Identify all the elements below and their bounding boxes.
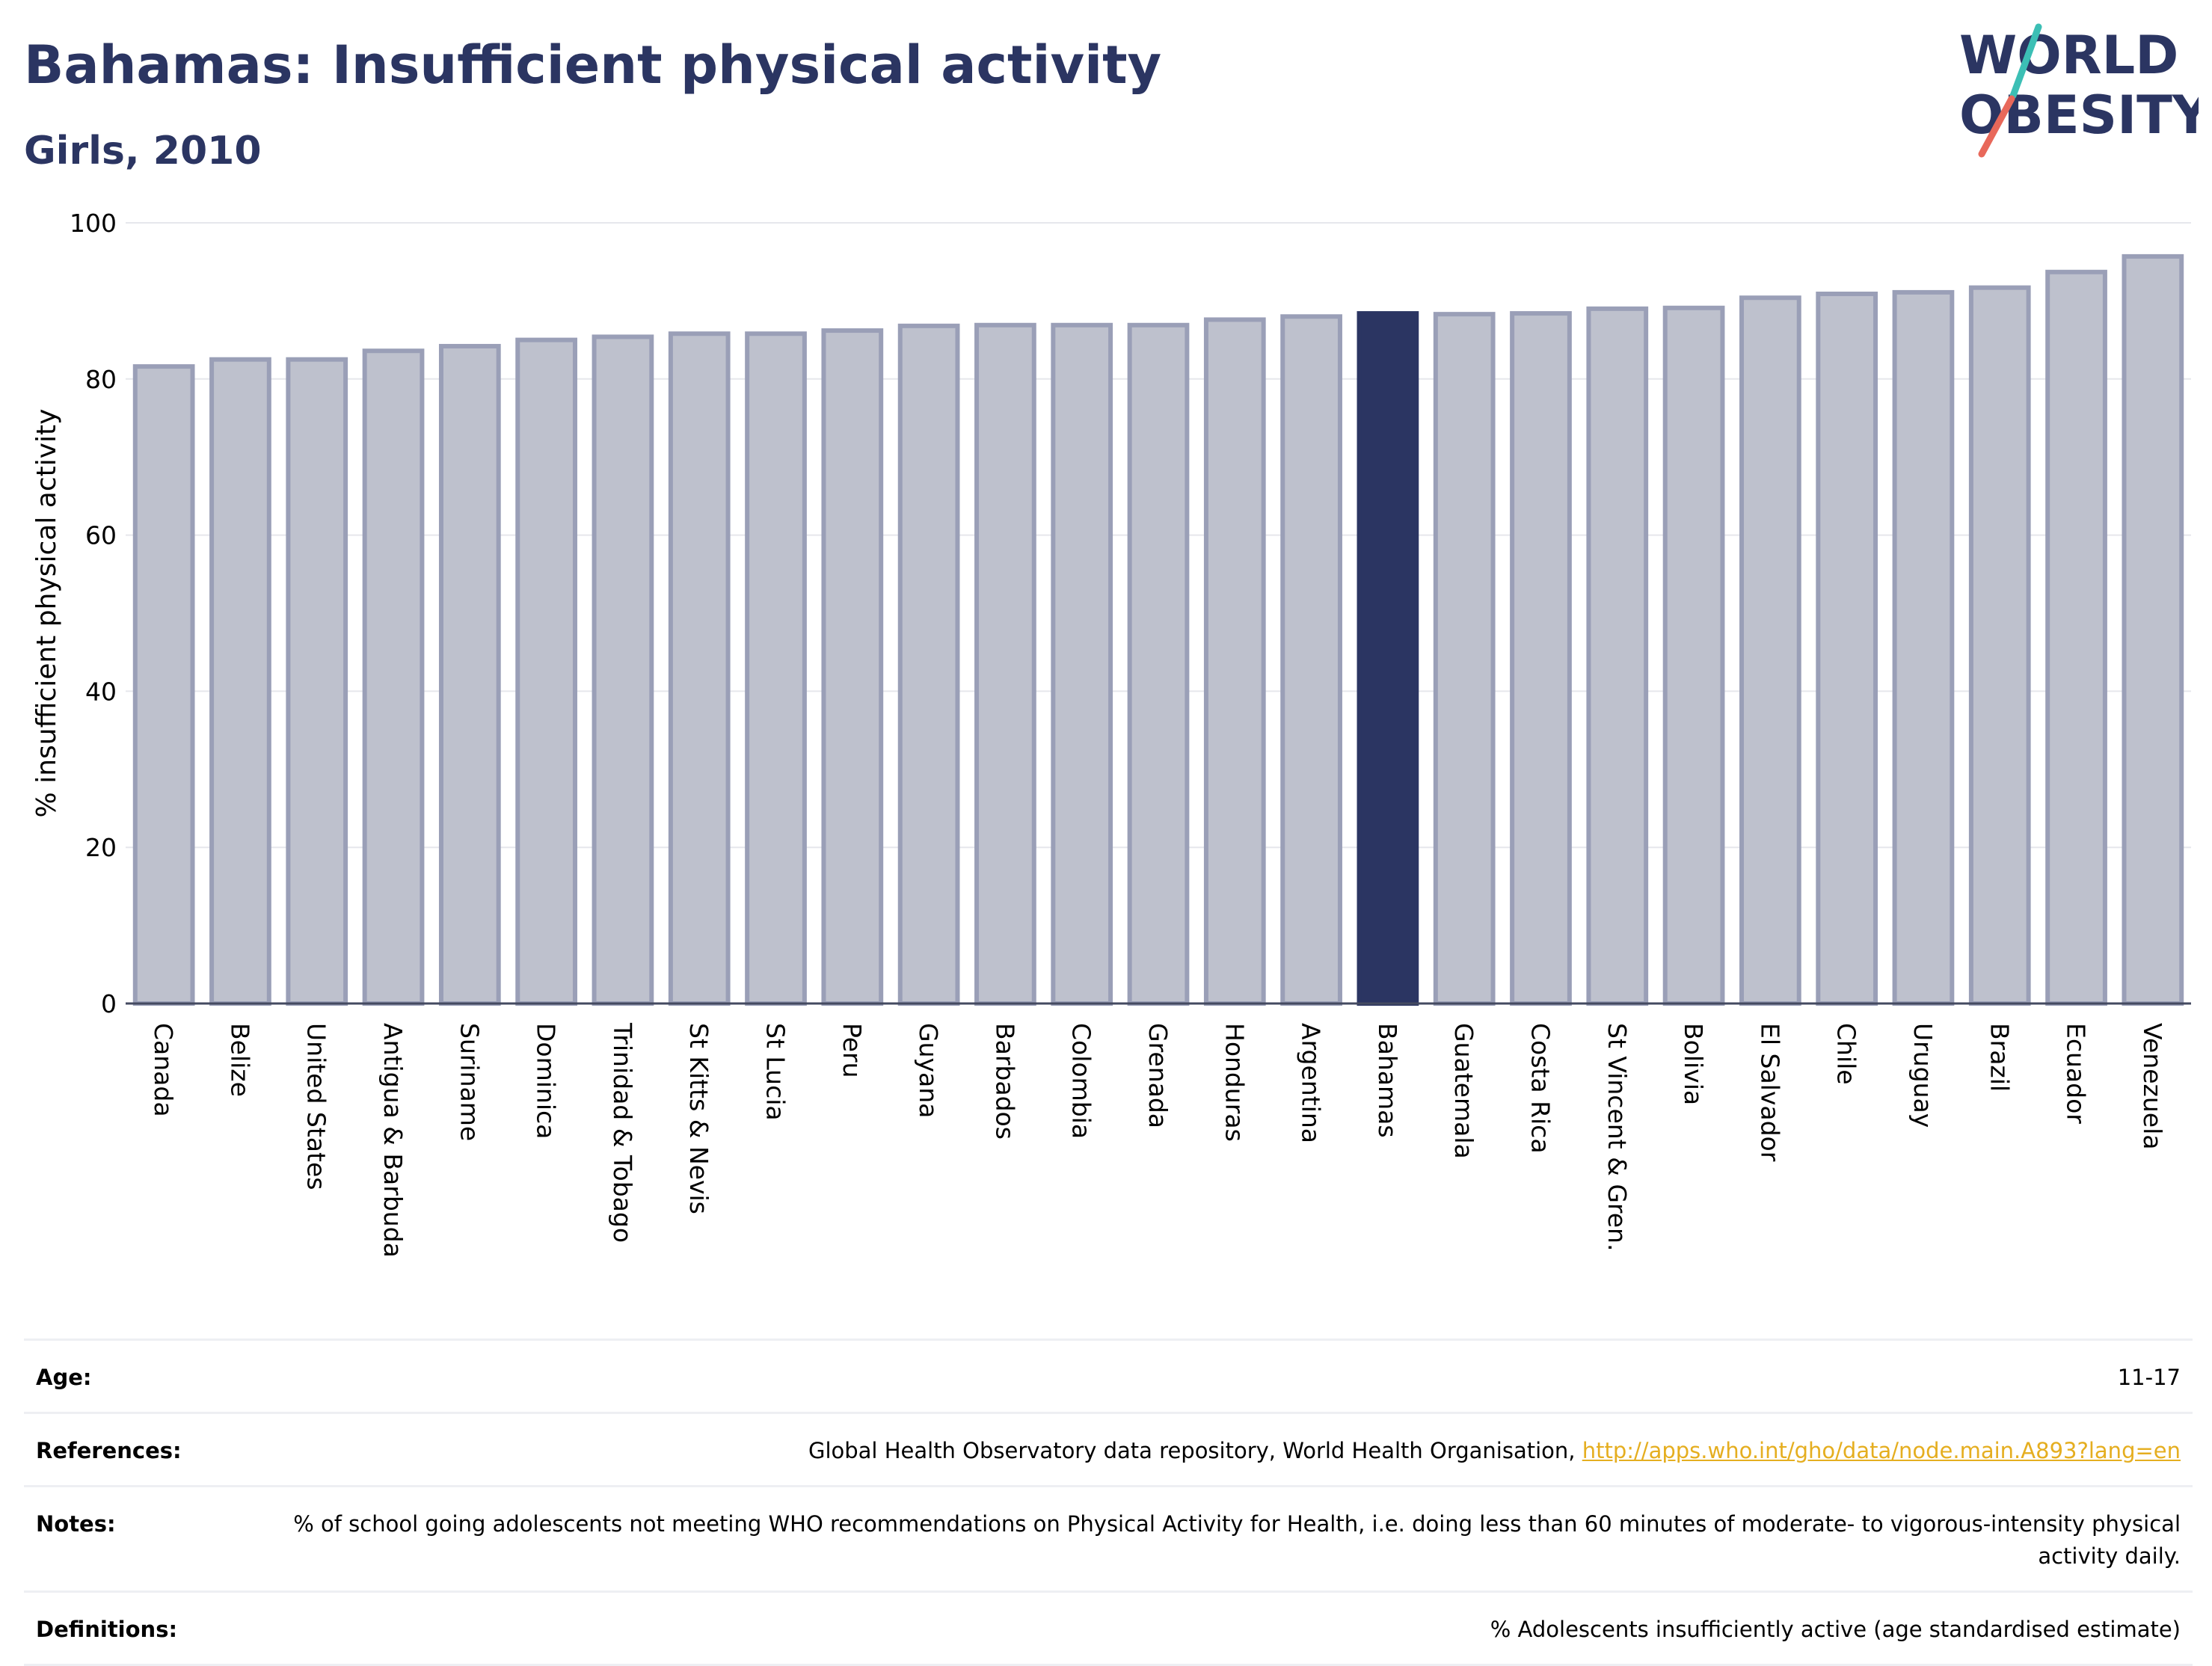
x-tick-label: St Kitts & Nevis <box>684 1023 713 1214</box>
footer-age-value: 11-17 <box>2117 1365 2181 1390</box>
bar <box>821 328 884 1006</box>
x-tick-label: United States <box>302 1023 331 1190</box>
x-tick-label: Barbados <box>990 1023 1019 1140</box>
x-tick-label: Belize <box>225 1023 254 1097</box>
footer-notes-value: % of school going adolescents not meetin… <box>293 1511 2181 1569</box>
bar <box>1433 312 1496 1006</box>
logo-line-1: WORLD <box>1959 25 2178 86</box>
x-tick-label: Guyana <box>914 1023 943 1118</box>
x-tick-label: Colombia <box>1067 1023 1096 1139</box>
x-tick-label: Dominica <box>532 1023 561 1139</box>
bar <box>2122 253 2184 1006</box>
x-tick-label: Bahamas <box>1373 1023 1402 1138</box>
bar <box>438 343 501 1006</box>
chart-footer: Age: 11-17 References: Global Health Obs… <box>24 1338 2193 1666</box>
bar <box>132 364 195 1006</box>
x-tick-label: Chile <box>1832 1023 1861 1085</box>
bar <box>1586 306 1649 1006</box>
x-tick-label: Argentina <box>1297 1023 1326 1143</box>
y-tick-label: 60 <box>85 521 117 550</box>
footer-notes-label: Notes: <box>36 1511 116 1537</box>
x-tick-label: Antigua & Barbuda <box>378 1023 408 1258</box>
footer-references-value: Global Health Observatory data repositor… <box>808 1435 2181 1467</box>
y-tick-label: 20 <box>85 833 117 862</box>
world-obesity-logo: WORLD OBESITY <box>1959 23 2199 158</box>
bar-chart: 0 20 40 60 80 100 % insufficient physical acti… <box>31 209 2191 1258</box>
x-tick-label: Trinidad & Tobago <box>608 1022 637 1243</box>
x-tick-label: El Salvador <box>1755 1023 1784 1162</box>
x-tick-label: St Lucia <box>761 1023 790 1121</box>
bar <box>1051 322 1113 1006</box>
x-tick-label: Costa Rica <box>1526 1023 1555 1154</box>
x-tick-label: Canada <box>149 1023 178 1117</box>
footer-definitions-label: Definitions: <box>36 1617 178 1642</box>
chart-title: Bahamas: Insufficient physical activity <box>24 34 1162 96</box>
footer-age-label: Age: <box>36 1365 92 1390</box>
footer-definitions-value: % Adolescents insufficiently active (age… <box>1490 1617 2181 1642</box>
x-tick-label: Guatemala <box>1449 1023 1478 1159</box>
x-tick-label: St Vincent & Gren. <box>1603 1023 1632 1251</box>
footer-references-link[interactable]: http://apps.who.int/gho/data/node.main.A… <box>1582 1438 2181 1463</box>
logo-slash-red <box>1978 95 2015 158</box>
y-tick-label: 0 <box>101 989 117 1018</box>
bar <box>1816 292 1878 1006</box>
x-tick-label: Peru <box>838 1023 867 1078</box>
bar <box>592 334 654 1006</box>
bar <box>2045 269 2107 1006</box>
x-tick-label: Grenada <box>1143 1023 1173 1128</box>
bar <box>1127 322 1190 1006</box>
footer-row-references: References: Global Health Observatory da… <box>24 1412 2193 1485</box>
bar <box>745 331 807 1006</box>
y-tick-label: 80 <box>85 365 117 394</box>
bar <box>1280 314 1342 1006</box>
footer-row-notes: Notes: % of school going adolescents not… <box>24 1485 2193 1590</box>
y-tick-label: 40 <box>85 677 117 706</box>
bar <box>1739 295 1801 1006</box>
footer-references-text: Global Health Observatory data repositor… <box>808 1438 1582 1463</box>
bar <box>897 323 960 1006</box>
logo-slash-teal <box>2009 23 2042 99</box>
footer-row-age: Age: 11-17 <box>24 1338 2193 1412</box>
x-tick-label: Bolivia <box>1679 1023 1708 1105</box>
x-tick-label: Venezuela <box>2138 1023 2167 1149</box>
bar <box>286 357 348 1006</box>
footer-references-label: References: <box>36 1438 182 1463</box>
x-tick-label: Suriname <box>455 1023 484 1141</box>
chart-subtitle: Girls, 2010 <box>24 129 262 173</box>
bar <box>362 348 425 1006</box>
y-axis-label: % insufficient physical activity <box>31 409 62 818</box>
x-tick-label: Honduras <box>1220 1023 1249 1142</box>
bar <box>1968 285 2031 1006</box>
bar <box>1662 305 1725 1006</box>
y-tick-label: 100 <box>70 209 117 238</box>
bar <box>209 357 271 1006</box>
bar <box>1203 317 1266 1006</box>
bar <box>1892 289 1955 1006</box>
bar <box>1357 311 1419 1006</box>
bar <box>1510 311 1572 1006</box>
bar <box>974 322 1036 1006</box>
x-tick-label: Ecuador <box>2062 1023 2091 1124</box>
x-tick-label: Uruguay <box>1908 1023 1938 1128</box>
bar <box>515 337 577 1006</box>
bar <box>668 331 731 1006</box>
x-tick-label: Brazil <box>1985 1023 2014 1092</box>
